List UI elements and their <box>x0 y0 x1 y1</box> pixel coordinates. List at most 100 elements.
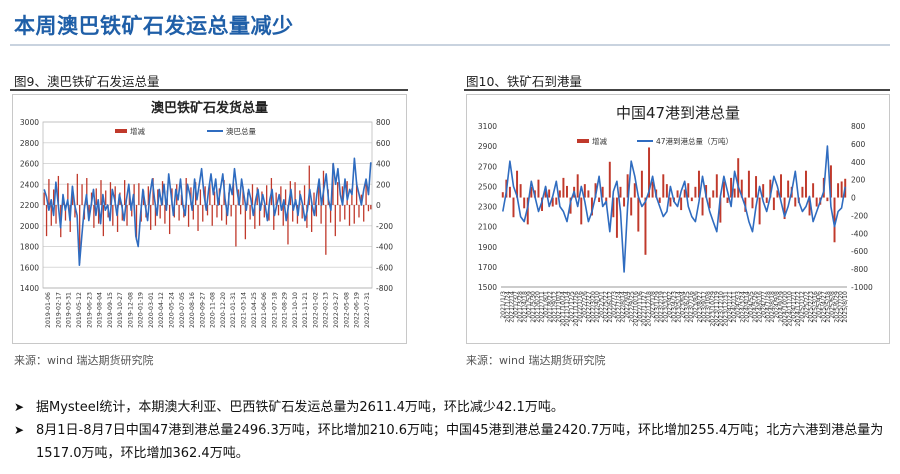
y-left-tick-label: 1600 <box>20 263 39 272</box>
x-tick-label: 2025/6/8 <box>829 291 836 319</box>
bar-change <box>284 189 287 205</box>
x-tick-label: 2021/4/18 <box>521 291 528 323</box>
chart-title: 澳巴铁矿石发货总量 <box>151 100 268 116</box>
bar-change <box>740 179 743 198</box>
x-tick-label: 2025/4/27 <box>821 291 828 323</box>
bar-change <box>558 190 561 198</box>
bullet-text: 据Mysteel统计，本期澳大利亚、巴西铁矿石发运总量为2611.4万吨，环比减… <box>36 400 564 415</box>
bar-change <box>737 158 740 198</box>
bar-change <box>225 205 228 225</box>
bar-change <box>367 205 370 212</box>
bar-change <box>325 205 327 255</box>
bar-change <box>669 197 672 207</box>
x-tick-label: 2025/2/23 <box>808 291 815 323</box>
x-tick-label: 2021-04-25 <box>251 292 258 328</box>
bar-change <box>57 175 60 205</box>
x-tick-label: 2023/1/8 <box>650 291 657 319</box>
y-right-tick-label: 200 <box>851 176 866 185</box>
bar-change <box>315 205 318 217</box>
bar-change <box>662 174 665 198</box>
bar-change <box>209 182 211 205</box>
bar-change <box>109 182 112 205</box>
bar-change <box>715 174 718 198</box>
y-right-tick-label: 400 <box>851 158 866 167</box>
bar-change <box>105 190 107 205</box>
bar-change <box>590 197 593 216</box>
bar-change <box>694 186 697 198</box>
y-left-tick-label: 2500 <box>478 182 497 191</box>
x-tick-label: 2021-03-14 <box>240 292 247 328</box>
bar-change <box>762 184 765 198</box>
y-right-tick-label: -600 <box>376 263 393 272</box>
bar-change <box>780 174 782 198</box>
bar-change <box>680 197 683 211</box>
y-left-tick-label: 2000 <box>20 222 39 231</box>
x-tick-label: 2024/2/11 <box>731 291 738 323</box>
y-right-tick-label: 600 <box>376 139 391 148</box>
bar-change <box>708 197 711 209</box>
bar-change <box>235 205 237 247</box>
x-tick-label: 2019-01-06 <box>45 292 52 328</box>
bar-change <box>116 205 119 232</box>
x-tick-label: 2022/1/16 <box>577 291 584 323</box>
bar-change <box>526 197 529 225</box>
x-tick-label: 2022/2/27 <box>586 291 593 323</box>
bar-change <box>501 192 504 198</box>
bullet-text: 8月1日-8月7日中国47港到港总量2496.3万吨，环比增加210.6万吨；中… <box>36 423 884 461</box>
bar-change <box>93 205 95 228</box>
x-tick-label: 2022/8/14 <box>620 291 627 323</box>
x-tick-label: 2019-09-15 <box>107 292 114 328</box>
bar-change <box>687 183 690 198</box>
bar-change <box>730 177 733 198</box>
bullet-item: ➤ 据Mysteel统计，本期澳大利亚、巴西铁矿石发运总量为2611.4万吨，环… <box>14 396 900 419</box>
y-right-tick-label: -800 <box>851 265 868 274</box>
bar-change <box>726 197 729 203</box>
bar-change <box>277 205 280 216</box>
bar-change <box>580 197 583 225</box>
x-tick-label: 2023/10/8 <box>705 291 712 323</box>
bar-change <box>254 205 256 229</box>
bar-change <box>216 205 218 218</box>
x-tick-label: 2019-06-23 <box>86 292 93 328</box>
x-tick-label: 2021/5/9 <box>526 291 533 319</box>
x-tick-label: 2022/10/16 <box>633 291 640 327</box>
x-tick-label: 2022/6/12 <box>607 291 614 323</box>
figure-caption: 图10、铁矿石到港量 <box>466 74 582 89</box>
y-left-tick-label: 2600 <box>20 160 39 169</box>
bar-change <box>86 178 88 205</box>
bar-change <box>211 205 213 226</box>
bar-change <box>360 194 362 205</box>
y-right-tick-label: -200 <box>376 222 393 231</box>
x-tick-label: 2025/4/6 <box>816 291 823 319</box>
bar-change <box>187 205 190 227</box>
x-tick-label: 2022/12/18 <box>645 291 652 327</box>
bar-change <box>242 186 244 205</box>
bar-change <box>812 183 815 198</box>
x-tick-label: 2020-11-08 <box>210 292 217 328</box>
bar-change <box>147 186 149 205</box>
bar-change <box>67 183 69 205</box>
bar-change <box>690 197 693 202</box>
y-right-tick-label: -800 <box>376 284 393 293</box>
y-left-tick-label: 1800 <box>20 243 39 252</box>
bar-change <box>313 192 315 205</box>
x-tick-label: 2024/7/7 <box>761 291 768 319</box>
x-tick-label: 2022-07-31 <box>364 292 371 328</box>
x-tick-label: 2021/3/28 <box>517 291 524 323</box>
bar-change <box>126 205 128 226</box>
bar-change <box>530 186 533 198</box>
bar-change <box>697 170 700 198</box>
bar-change <box>263 205 265 218</box>
x-tick-label: 2021-08-29 <box>282 292 289 328</box>
bar-change <box>676 190 679 198</box>
x-tick-label: 2021/12/5 <box>568 291 575 323</box>
bar-change <box>840 181 843 198</box>
y-left-tick-label: 2300 <box>478 203 497 212</box>
x-tick-label: 2022/7/3 <box>611 291 618 319</box>
bar-change <box>826 197 829 202</box>
bar-change <box>548 189 551 198</box>
bar-change <box>71 186 74 205</box>
x-tick-label: 2025/3/16 <box>812 291 819 323</box>
x-tick-label: 2024/1/21 <box>727 291 734 323</box>
x-tick-label: 2020-12-20 <box>220 292 227 328</box>
